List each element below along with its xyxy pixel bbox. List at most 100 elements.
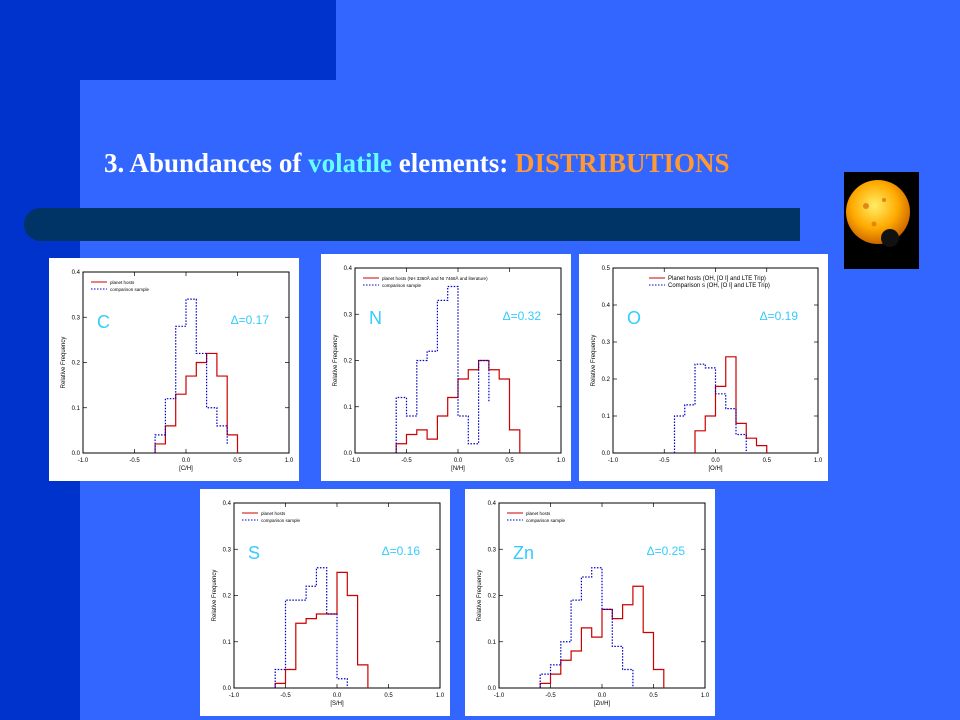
y-tick-label: 0.0 xyxy=(223,686,232,692)
x-tick-label: 1.0 xyxy=(285,458,294,464)
histogram-series-hosts xyxy=(274,571,369,688)
x-axis-label: [Zn/H] xyxy=(594,701,611,707)
y-tick-label: 0.1 xyxy=(72,406,81,412)
legend-label: Planet hosts (OH, [O I] and LTE Trip) xyxy=(668,276,766,282)
delta-label: Δ=0.32 xyxy=(503,309,542,323)
delta-label: Δ=0.19 xyxy=(760,309,799,323)
legend-label: Comparison s (OH, [O I] and LTE Trip) xyxy=(668,283,770,289)
y-tick-label: 0.0 xyxy=(72,451,81,457)
y-axis-label: Relative Frequency xyxy=(477,570,483,622)
legend-label: planet hosts xyxy=(110,280,135,285)
x-tick-label: -0.5 xyxy=(129,458,140,464)
histogram-series-hosts xyxy=(154,352,239,453)
y-tick-label: 0.3 xyxy=(602,340,611,346)
x-tick-label: -1.0 xyxy=(78,458,89,464)
x-tick-label: 0.0 xyxy=(711,458,720,464)
x-tick-label: -0.5 xyxy=(659,458,670,464)
y-tick-label: 0.2 xyxy=(72,361,81,367)
histogram-n: -1.0 -0.5 0.0 0.5 1.0 0.0 0.1 0.2 0.3 0.4 [N/H] Rel… xyxy=(333,266,566,472)
y-tick-label: 0.1 xyxy=(602,414,611,420)
legend-label: planet hosts xyxy=(526,511,551,516)
element-label: O xyxy=(627,308,641,328)
y-tick-label: 0.4 xyxy=(344,266,353,272)
x-axis-label: [O/H] xyxy=(708,466,722,472)
chart-panel-n: -1.0 -0.5 0.0 0.5 1.0 0.0 0.1 0.2 0.3 0.4 [N/H] Rel… xyxy=(321,254,571,481)
y-tick-label: 0.2 xyxy=(344,359,353,365)
element-label: C xyxy=(97,312,110,332)
x-tick-label: -1.0 xyxy=(494,693,505,699)
histogram-o: -1.0 -0.5 0.0 0.5 1.0 0.0 0.1 0.2 0.3 0.4 0.5 [O/H]… xyxy=(591,266,823,472)
x-tick-label: -0.5 xyxy=(280,693,291,699)
y-tick-label: 0.2 xyxy=(488,594,497,600)
y-tick-label: 0.1 xyxy=(344,405,353,411)
x-tick-label: 1.0 xyxy=(814,458,823,464)
y-tick-label: 0.4 xyxy=(602,303,611,309)
y-tick-label: 0.0 xyxy=(488,686,497,692)
x-tick-label: 0.5 xyxy=(233,458,242,464)
y-axis-label: Relative Frequency xyxy=(212,570,218,622)
chart-panel-c: -1.0 -0.5 0.0 0.5 1.0 0.0 0.1 0.2 0.3 0.4 [C/H] Rel… xyxy=(49,258,299,481)
y-tick-label: 0.3 xyxy=(344,312,353,318)
y-tick-label: 0.4 xyxy=(488,501,497,507)
star-planet-icon xyxy=(846,180,910,247)
legend-label: comparison sample xyxy=(382,283,422,288)
histogram-c: -1.0 -0.5 0.0 0.5 1.0 0.0 0.1 0.2 0.3 0.4 [C/H] Rel… xyxy=(61,270,294,472)
star-planet-image xyxy=(844,172,919,269)
plot-frame xyxy=(612,267,819,454)
x-axis-label: [S/H] xyxy=(330,701,344,707)
x-tick-label: -0.5 xyxy=(545,693,556,699)
histogram-series-comparison xyxy=(539,567,634,688)
y-tick-label: 0.4 xyxy=(72,270,81,276)
element-label: N xyxy=(369,308,382,328)
x-tick-label: -1.0 xyxy=(350,458,361,464)
legend-label: comparison sample xyxy=(526,518,566,523)
x-tick-label: 0.5 xyxy=(649,693,658,699)
histogram-series-comparison xyxy=(673,363,747,453)
chart-panel-s: -1.0 -0.5 0.0 0.5 1.0 0.0 0.1 0.2 0.3 0.4 [S/H] Rel… xyxy=(200,489,450,716)
delta-label: Δ=0.17 xyxy=(231,313,270,327)
y-tick-label: 0.4 xyxy=(223,501,232,507)
x-tick-label: -0.5 xyxy=(401,458,412,464)
element-label: S xyxy=(248,543,260,563)
y-tick-label: 0.0 xyxy=(344,451,353,457)
plot-frame xyxy=(82,271,290,454)
x-tick-label: -1.0 xyxy=(229,693,240,699)
legend-label: comparison sample xyxy=(261,518,301,523)
y-tick-label: 0.3 xyxy=(488,547,497,553)
y-tick-label: 0.2 xyxy=(602,377,611,383)
histogram-series-comparison xyxy=(274,567,348,688)
y-axis-label: Relative Frequency xyxy=(61,337,67,389)
legend-label: planet hosts xyxy=(261,511,286,516)
title-accent-word: DISTRIBUTIONS xyxy=(515,148,730,178)
x-tick-label: 0.5 xyxy=(505,458,514,464)
histogram-series-hosts xyxy=(395,359,521,453)
x-tick-label: 0.0 xyxy=(598,693,607,699)
x-tick-label: 1.0 xyxy=(701,693,710,699)
y-tick-label: 0.1 xyxy=(223,640,232,646)
chart-panel-zn: -1.0 -0.5 0.0 0.5 1.0 0.0 0.1 0.2 0.3 0.4 [Zn/H] Re… xyxy=(465,489,715,716)
y-tick-label: 0.5 xyxy=(602,266,611,272)
x-tick-label: 1.0 xyxy=(436,693,445,699)
y-tick-label: 0.2 xyxy=(223,594,232,600)
histogram-series-comparison xyxy=(395,285,490,453)
x-tick-label: 0.0 xyxy=(182,458,191,464)
title-underline-bar xyxy=(24,208,800,241)
x-axis-label: [N/H] xyxy=(451,466,465,472)
y-tick-label: 0.3 xyxy=(223,547,232,553)
legend-label: comparison sample xyxy=(110,287,150,292)
delta-label: Δ=0.16 xyxy=(382,544,421,558)
y-tick-label: 0.0 xyxy=(602,451,611,457)
slide-title: 3. Abundances of volatile elements: DIST… xyxy=(104,148,730,178)
histogram-series-hosts xyxy=(694,356,768,453)
x-tick-label: 0.0 xyxy=(454,458,463,464)
y-axis-label: Relative Frequency xyxy=(591,335,597,387)
y-tick-label: 0.1 xyxy=(488,640,497,646)
delta-label: Δ=0.25 xyxy=(647,544,686,558)
y-tick-label: 0.3 xyxy=(72,315,81,321)
histogram-zn: -1.0 -0.5 0.0 0.5 1.0 0.0 0.1 0.2 0.3 0.4 [Zn/H] Re… xyxy=(477,501,710,707)
legend-label: planet hosts (NH 3360Å and NI 7468Å and … xyxy=(382,275,488,281)
histogram-series-hosts xyxy=(539,585,665,688)
y-axis-label: Relative Frequency xyxy=(333,335,339,387)
x-tick-label: -1.0 xyxy=(608,458,619,464)
title-highlight-word: volatile xyxy=(308,148,393,178)
